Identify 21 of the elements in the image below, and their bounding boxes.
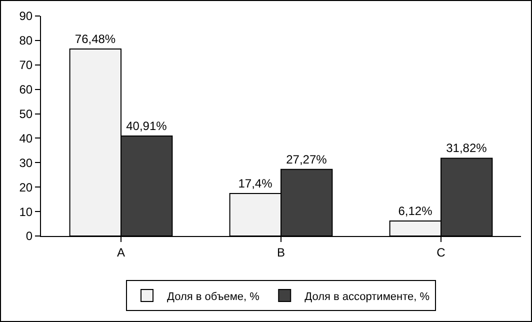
data-label: 76,48% <box>74 32 116 46</box>
y-tick-label: 50 <box>19 106 33 121</box>
data-label: 27,27% <box>286 152 328 166</box>
x-tick-label: C <box>436 245 446 260</box>
y-tick-label: 60 <box>19 82 33 97</box>
y-tick-label: 80 <box>19 34 33 48</box>
data-label: 40,91% <box>126 119 168 133</box>
x-tick-label: B <box>276 245 286 260</box>
x-tick-label: A <box>116 245 126 260</box>
y-tick-label: 10 <box>19 204 33 219</box>
y-tick-label: 20 <box>19 180 33 194</box>
y-tick-label: 40 <box>19 131 33 146</box>
y-tick-label: 0 <box>26 229 33 244</box>
y-tick-label: 90 <box>19 9 33 24</box>
legend-label: Доля в ассортименте, % <box>304 290 430 303</box>
legend-label: Доля в объеме, % <box>167 290 260 303</box>
data-label: 6,12% <box>398 204 433 218</box>
y-tick-label: 30 <box>19 156 33 170</box>
y-tick-label: 70 <box>19 58 33 72</box>
data-label: 17,4% <box>238 176 273 190</box>
data-label: 31,82% <box>446 141 488 156</box>
